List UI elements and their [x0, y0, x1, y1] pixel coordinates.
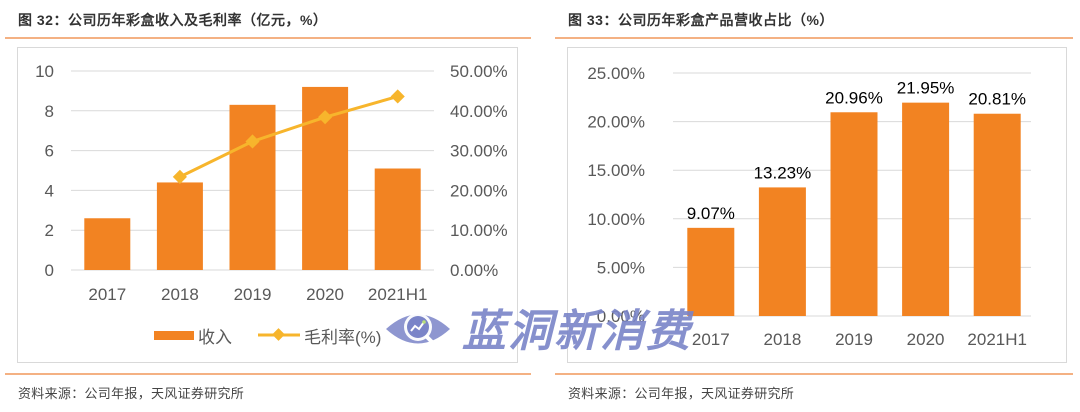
left-chart-frame: 0 0.00% 2 10.00% 4 20.00% 6 30.00% 8 40.00% 10 50.0…	[17, 47, 518, 363]
share-bar	[830, 112, 878, 316]
y-right-tick: 30.00%	[450, 142, 508, 161]
y-right-tick: 40.00%	[450, 102, 508, 121]
share-bar	[973, 113, 1021, 316]
left-figure-title: 图 32：公司历年彩盒收入及毛利率（亿元，%）	[18, 12, 328, 28]
x-tick: 2019	[234, 285, 272, 304]
x-tick: 2018	[763, 330, 801, 349]
revenue-margin-chart: 0 0.00% 2 10.00% 4 20.00% 6 30.00% 8 40.00% 10 50.0…	[35, 62, 508, 347]
margin-line	[179, 95, 399, 179]
data-label: 21.95%	[897, 79, 955, 98]
share-bar	[758, 187, 806, 316]
left-source-note: 资料来源：公司年报，天风证券研究所	[18, 386, 245, 401]
revenue-bar	[229, 104, 276, 270]
x-tick: 2018	[161, 285, 199, 304]
y-right-tick: 50.00%	[450, 62, 508, 81]
revenue-bar	[156, 182, 203, 270]
legend-bar-swatch	[154, 331, 194, 340]
legend-line-label: 毛利率(%)	[304, 328, 381, 347]
x-tick: 2020	[907, 330, 945, 349]
x-tick: 2021H1	[368, 285, 428, 304]
y-left-tick: 6	[45, 142, 54, 161]
margin-marker	[390, 89, 405, 104]
revenue-share-chart: 0.00% 5.00% 10.00% 15.00% 20.00% 25.00% 9.07% 2…	[587, 64, 1031, 349]
y-left-tick: 8	[45, 102, 54, 121]
share-bar	[687, 227, 735, 316]
left-title-rule	[5, 37, 531, 39]
x-tick: 2017	[692, 330, 730, 349]
y-left-tick: 2	[45, 221, 54, 240]
right-chart-frame: 0.00% 5.00% 10.00% 15.00% 20.00% 25.00% 9.07% 2…	[567, 47, 1067, 363]
y-tick: 5.00%	[597, 258, 645, 277]
y-left-tick: 10	[35, 62, 54, 81]
right-title-rule	[555, 37, 1073, 39]
y-tick: 15.00%	[587, 161, 645, 180]
margin-marker	[318, 110, 333, 125]
x-tick: 2017	[88, 285, 126, 304]
x-tick: 2019	[835, 330, 873, 349]
right-source-note: 资料来源：公司年报，天风证券研究所	[568, 386, 795, 401]
y-tick: 25.00%	[587, 64, 645, 83]
legend-line-marker	[272, 328, 285, 341]
revenue-bar	[374, 168, 421, 270]
y-tick: 10.00%	[587, 210, 645, 229]
y-left-tick: 4	[45, 181, 54, 200]
right-bottom-rule	[555, 373, 1073, 375]
data-label: 20.81%	[968, 90, 1026, 109]
y-right-tick: 0.00%	[450, 261, 498, 280]
right-figure-title: 图 33：公司历年彩盒产品营收占比（%）	[568, 12, 834, 28]
x-tick: 2020	[306, 285, 344, 304]
y-left-tick: 0	[45, 261, 54, 280]
left-bottom-rule	[5, 373, 531, 375]
legend-bar-label: 收入	[198, 328, 232, 347]
x-tick: 2021H1	[967, 330, 1027, 349]
share-bar	[902, 102, 950, 316]
y-tick: 0.00%	[597, 307, 645, 326]
y-right-tick: 20.00%	[450, 181, 508, 200]
data-label: 20.96%	[825, 88, 883, 107]
revenue-bar	[84, 218, 131, 270]
data-label: 13.23%	[754, 163, 812, 182]
y-right-tick: 10.00%	[450, 221, 508, 240]
data-label: 9.07%	[687, 204, 735, 223]
y-tick: 20.00%	[587, 113, 645, 132]
margin-marker	[172, 169, 187, 184]
